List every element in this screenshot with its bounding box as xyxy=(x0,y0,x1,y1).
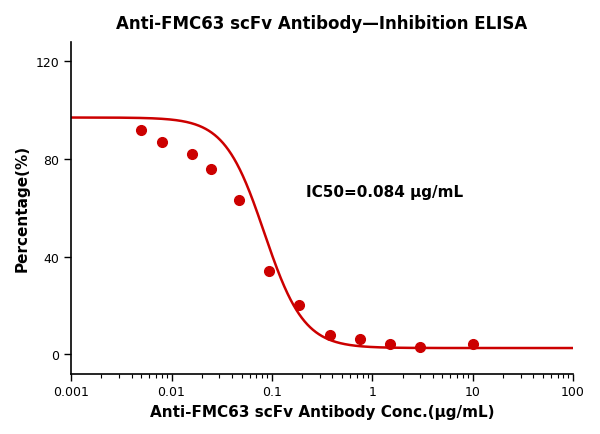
Y-axis label: Percentage(%): Percentage(%) xyxy=(15,145,30,272)
Point xyxy=(355,336,365,343)
Point xyxy=(385,341,395,348)
Point xyxy=(468,341,478,348)
Point xyxy=(295,302,304,309)
X-axis label: Anti-FMC63 scFv Antibody Conc.(μg/mL): Anti-FMC63 scFv Antibody Conc.(μg/mL) xyxy=(150,404,494,419)
Point xyxy=(206,166,216,173)
Point xyxy=(187,151,197,158)
Point xyxy=(234,197,244,204)
Title: Anti-FMC63 scFv Antibody—Inhibition ELISA: Anti-FMC63 scFv Antibody—Inhibition ELIS… xyxy=(116,15,528,33)
Point xyxy=(415,344,425,351)
Point xyxy=(325,332,334,339)
Point xyxy=(157,139,167,146)
Point xyxy=(265,268,274,275)
Point xyxy=(136,127,146,134)
Text: IC50=0.084 μg/mL: IC50=0.084 μg/mL xyxy=(306,184,463,199)
